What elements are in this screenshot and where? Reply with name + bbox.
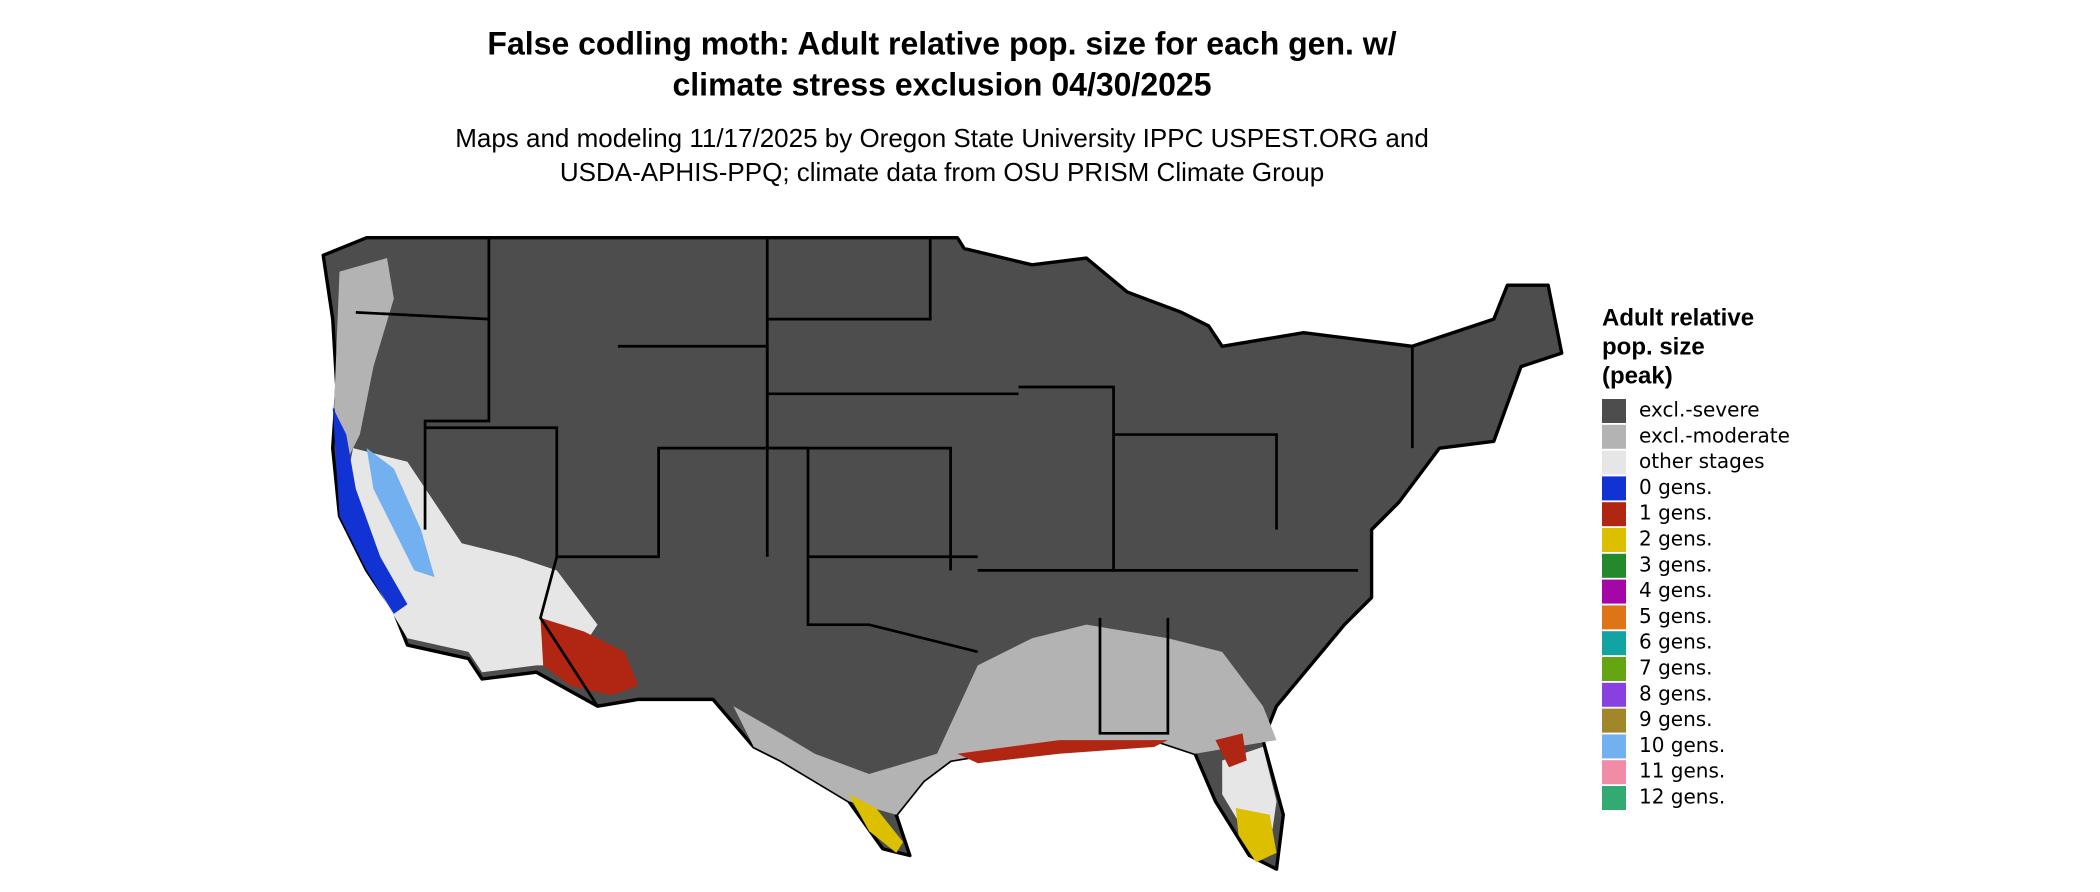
- legend-label: 5 gens.: [1639, 604, 1713, 628]
- legend-title: Adult relative: [1602, 304, 1754, 331]
- legend-swatch: [1602, 399, 1626, 423]
- legend-label: 10 gens.: [1639, 733, 1725, 757]
- one-gen-zone: [1215, 733, 1247, 768]
- subtitle-line: Maps and modeling 11/17/2025 by Oregon S…: [455, 123, 1429, 153]
- legend-label: 12 gens.: [1639, 785, 1725, 809]
- two-gens-zone: [1235, 808, 1277, 863]
- legend-label: 9 gens.: [1639, 707, 1713, 731]
- zero-gens-zone: [332, 407, 408, 614]
- legend-swatch: [1602, 424, 1626, 449]
- legend-label: excl.-severe: [1639, 398, 1760, 422]
- title-line: False codling moth: Adult relative pop. …: [487, 25, 1396, 61]
- legend-swatch: [1602, 476, 1626, 501]
- ten-gens-zone: [366, 448, 435, 578]
- legend-swatch: [1602, 657, 1626, 681]
- two-gens-zone: [848, 794, 904, 853]
- legend-label: excl.-moderate: [1639, 423, 1790, 447]
- legend-label: 4 gens.: [1639, 578, 1713, 602]
- us-land: [321, 235, 1564, 871]
- legend-label: 1 gens.: [1639, 501, 1713, 525]
- legend-swatch: [1602, 708, 1626, 733]
- legend-title: pop. size: [1602, 333, 1705, 360]
- legend-label: 0 gens.: [1639, 475, 1713, 499]
- legend-swatch: [1602, 631, 1626, 656]
- subtitle-line: USDA-APHIS-PPQ; climate data from OSU PR…: [560, 157, 1324, 187]
- legend-swatch: [1602, 528, 1626, 552]
- legend-swatch: [1602, 786, 1626, 810]
- legend-label: 2 gens.: [1639, 527, 1713, 551]
- legend-label: 8 gens.: [1639, 681, 1713, 705]
- legend-label: 11 gens.: [1639, 759, 1725, 783]
- legend-label: 3 gens.: [1639, 552, 1713, 576]
- legend-swatch: [1602, 553, 1626, 578]
- legend-swatch: [1602, 605, 1626, 630]
- one-gen-zone: [957, 740, 1168, 764]
- moderate-zone: [334, 258, 394, 462]
- legend-swatch: [1602, 579, 1626, 604]
- us-map: [321, 235, 1564, 871]
- legend-label: 7 gens.: [1639, 656, 1713, 680]
- legend-swatch: [1602, 682, 1626, 707]
- legend-title: (peak): [1602, 362, 1673, 389]
- legend-swatch: [1602, 734, 1626, 759]
- legend-swatch: [1602, 502, 1626, 527]
- legend-swatch: [1602, 450, 1626, 475]
- moderate-zone: [733, 624, 1277, 815]
- legend-label: 6 gens.: [1639, 630, 1713, 654]
- state-borders: [355, 237, 1414, 735]
- one-gen-zone: [540, 617, 639, 696]
- title-line: climate stress exclusion 04/30/2025: [672, 66, 1211, 102]
- legend-label: other stages: [1639, 449, 1765, 473]
- legend-swatch: [1602, 760, 1626, 785]
